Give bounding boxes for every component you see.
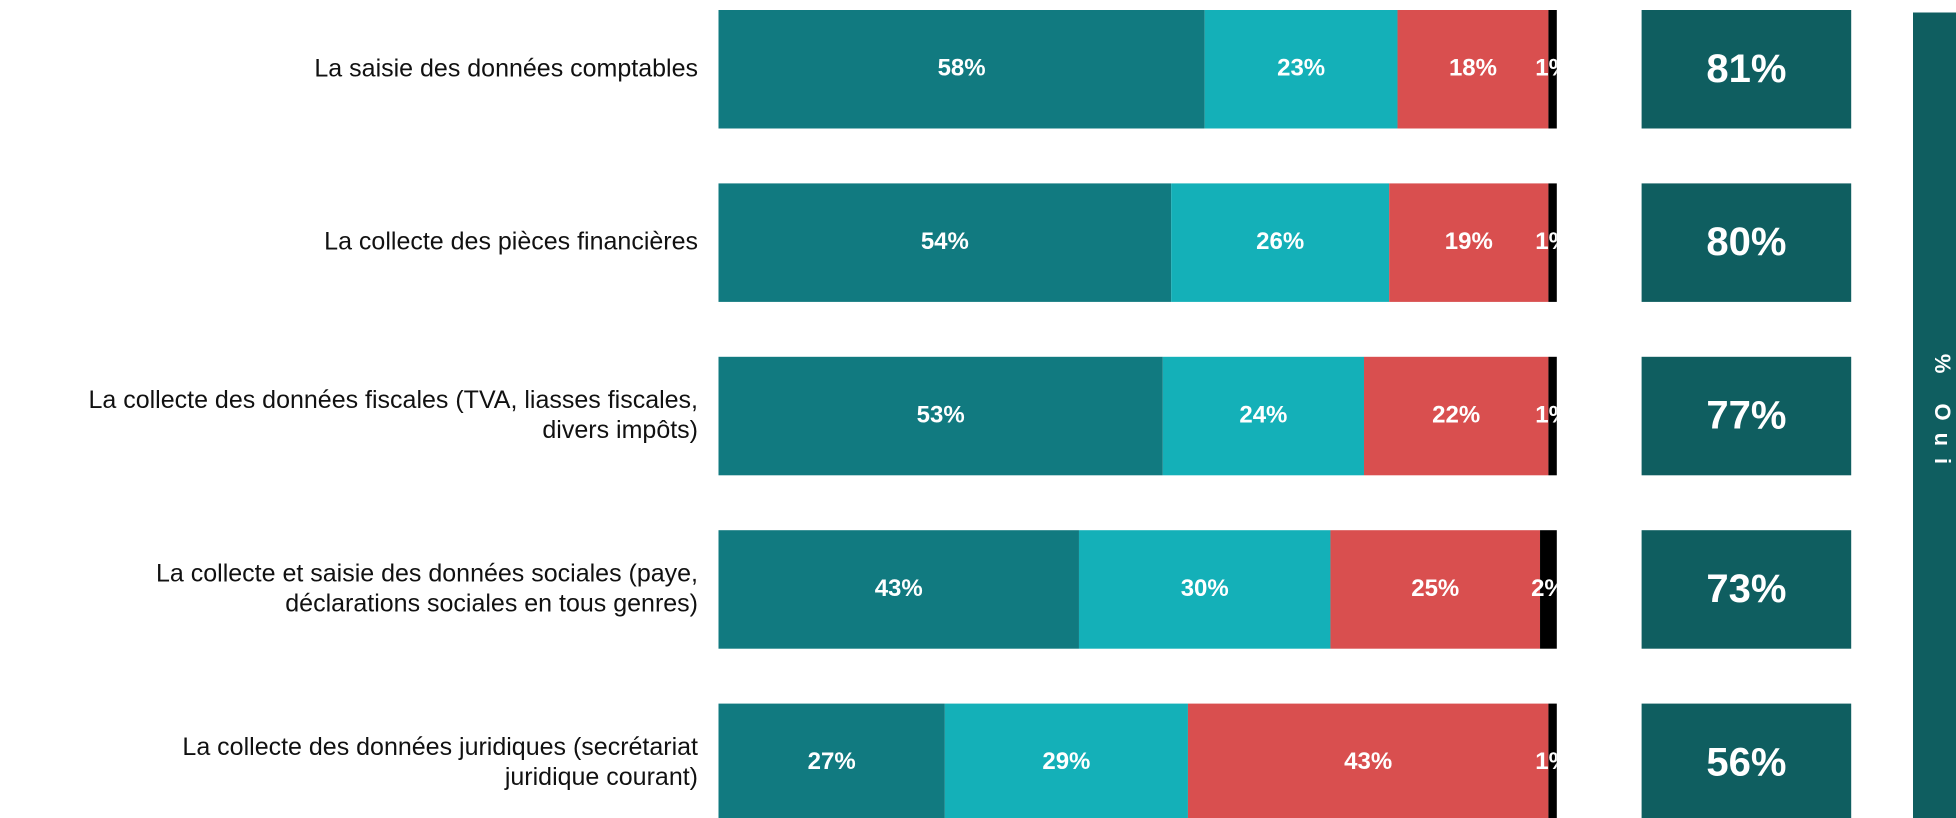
value-label: 54% — [921, 228, 969, 255]
value-label: 29% — [1042, 748, 1090, 775]
value-label: 53% — [917, 401, 965, 428]
bar-segment — [718, 10, 1205, 129]
total-box — [1641, 356, 1852, 476]
bar-segment — [718, 530, 1079, 649]
total-label: 80% — [1706, 220, 1786, 264]
value-label: 26% — [1256, 228, 1304, 255]
category-label: La collecte des données juridiques (secr… — [182, 732, 698, 790]
bar-segment — [1187, 703, 1549, 818]
value-label: 1% — [1535, 228, 1570, 255]
total-box — [1641, 10, 1852, 129]
value-labels: 58% 23% 18% 1% 54% 26% 19% 1% 53% 24% 22% 1% 43% 30% 2… — [808, 55, 1570, 776]
bar-segment — [1548, 356, 1557, 476]
category-label: La collecte des données fiscales (TVA, l… — [88, 386, 698, 444]
value-label: 1% — [1535, 55, 1570, 82]
value-label: 2% — [1531, 575, 1566, 602]
category-label: La saisie des données comptables — [314, 54, 698, 82]
bar-segment — [1389, 183, 1549, 302]
value-label: 23% — [1277, 55, 1325, 82]
bar-segment — [718, 703, 945, 818]
bar-segment — [718, 356, 1163, 476]
totals-band — [1913, 12, 1956, 818]
total-label: 81% — [1706, 47, 1786, 91]
bar-segment — [718, 183, 1172, 302]
bar-segment — [1548, 10, 1557, 129]
bar-segment — [1330, 530, 1541, 649]
value-label: 58% — [938, 55, 986, 82]
bar-segment — [1204, 10, 1398, 129]
value-label: 27% — [808, 748, 856, 775]
total-box — [1641, 183, 1852, 302]
bar-segment — [1078, 530, 1331, 649]
total-box — [1641, 530, 1852, 649]
category-label: La collecte des pièces financières — [324, 227, 698, 255]
value-label: 19% — [1445, 228, 1493, 255]
bar-segment — [1363, 356, 1549, 476]
value-label: 1% — [1535, 401, 1570, 428]
value-label: 22% — [1432, 401, 1480, 428]
value-label: 18% — [1449, 55, 1497, 82]
total-label: 73% — [1706, 567, 1786, 611]
bar-segment — [1162, 356, 1364, 476]
total-label: 56% — [1706, 740, 1786, 784]
value-label: 1% — [1535, 748, 1570, 775]
bar-segment — [1397, 10, 1549, 129]
bar-segment — [1171, 183, 1390, 302]
value-label: 43% — [875, 575, 923, 602]
bar-segment — [1548, 183, 1557, 302]
value-label: 24% — [1239, 401, 1287, 428]
bar-segment — [944, 703, 1188, 818]
bar-segment — [1548, 703, 1557, 818]
value-label: 25% — [1411, 575, 1459, 602]
total-label: 77% — [1706, 394, 1786, 438]
bar-segment — [1540, 530, 1557, 649]
total-box — [1641, 703, 1852, 818]
value-label: 43% — [1344, 748, 1392, 775]
category-label: La collecte et saisie des données social… — [156, 559, 698, 617]
totals-label: % Oui — [1930, 354, 1955, 476]
value-label: 30% — [1181, 575, 1229, 602]
